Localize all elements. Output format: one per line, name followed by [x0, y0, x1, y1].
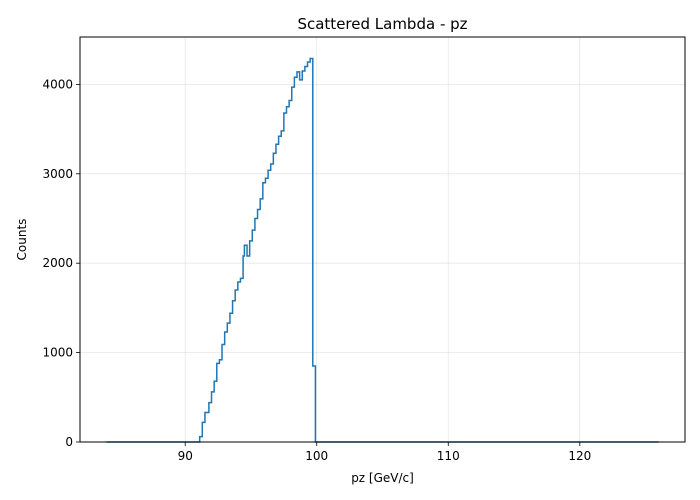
x-axis-ticks: 90 100 110 120	[178, 442, 591, 463]
y-tick-label: 2000	[42, 256, 73, 270]
histogram-series	[106, 57, 659, 443]
plot-frame	[79, 36, 686, 443]
x-axis-label: pz [GeV/c]	[351, 471, 414, 485]
y-axis-ticks: 0 1000 2000 3000 4000	[42, 77, 80, 449]
y-tick-label: 4000	[42, 77, 73, 91]
x-tick-label: 110	[437, 449, 460, 463]
y-tick-label: 1000	[42, 346, 73, 360]
x-tick-label: 100	[305, 449, 328, 463]
chart-title: Scattered Lambda - pz	[297, 15, 467, 33]
y-tick-label: 3000	[42, 167, 73, 181]
x-tick-label: 120	[568, 449, 591, 463]
x-tick-label: 90	[178, 449, 193, 463]
grid-lines	[80, 37, 685, 443]
histogram-step-line	[106, 57, 659, 443]
y-tick-label: 0	[65, 435, 73, 449]
y-axis-label: Counts	[15, 219, 29, 261]
